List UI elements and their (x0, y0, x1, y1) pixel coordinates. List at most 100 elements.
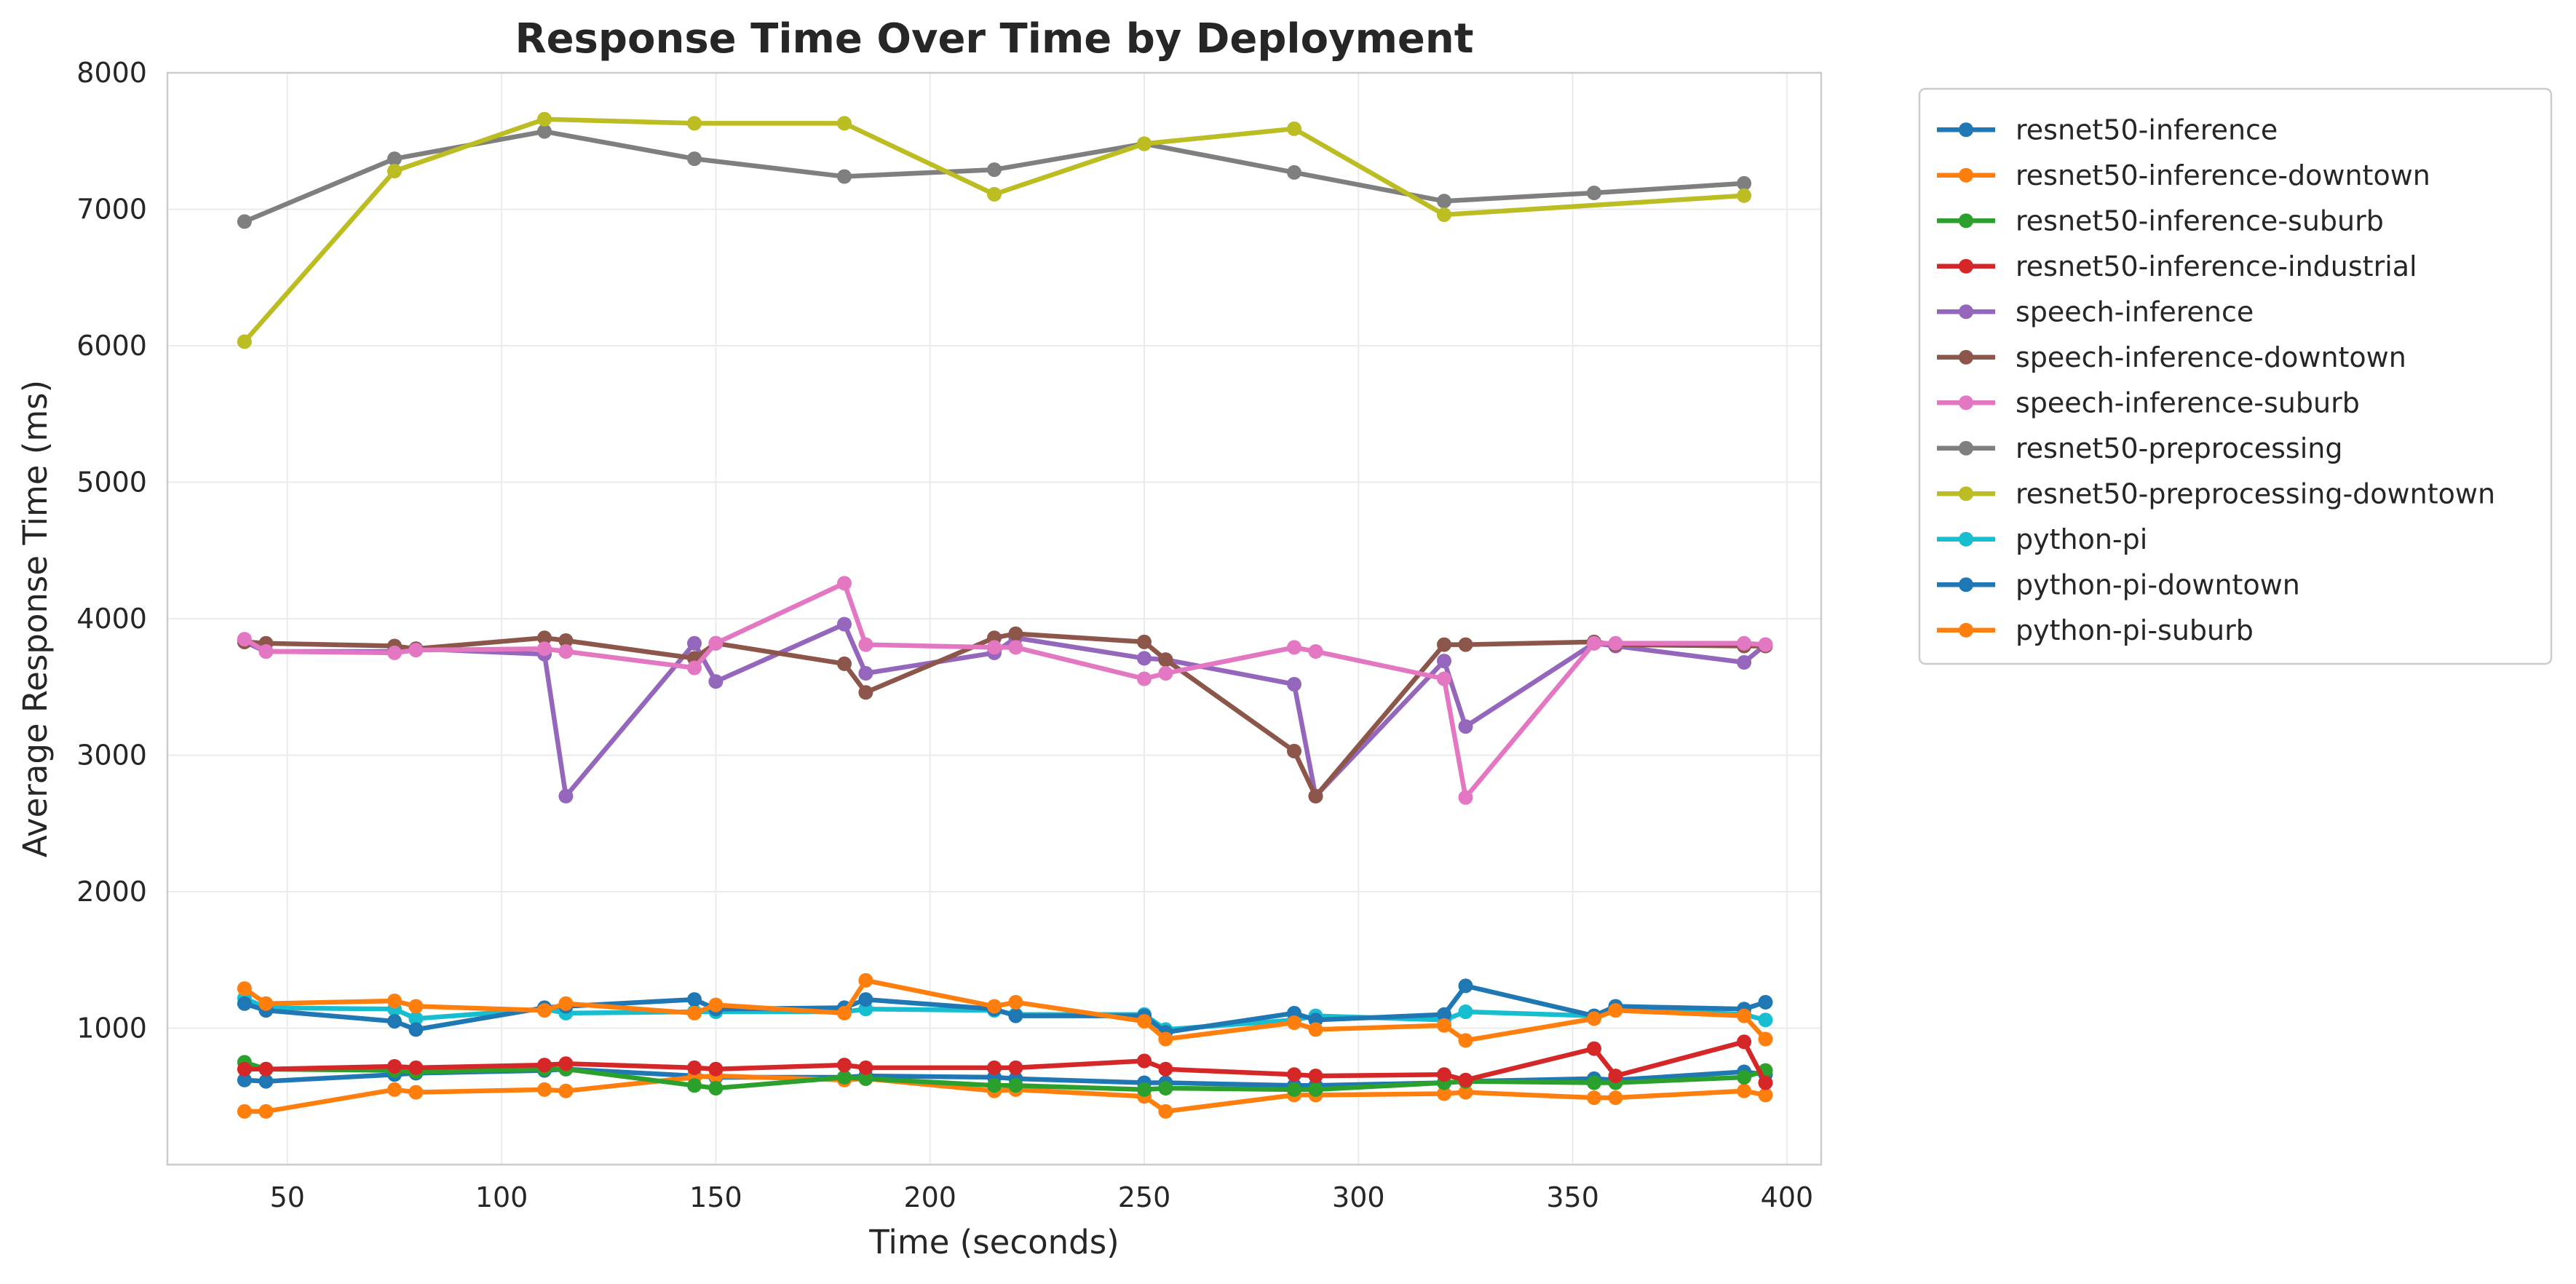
data-point (1587, 635, 1601, 651)
data-point (1458, 719, 1473, 734)
legend-swatch-marker (1959, 622, 1973, 638)
data-point (387, 151, 402, 167)
data-point (537, 641, 552, 657)
x-tick-label: 100 (475, 1181, 528, 1213)
data-point (537, 111, 552, 127)
data-point (837, 1005, 852, 1021)
x-tick-label: 150 (689, 1181, 742, 1213)
x-tick-label: 400 (1761, 1181, 1814, 1213)
series-line (242, 978, 1768, 1043)
legend-item: speech-inference (1937, 296, 2254, 328)
data-point (1287, 1015, 1301, 1030)
data-point (708, 997, 724, 1012)
data-point (258, 1074, 274, 1089)
data-point (1437, 207, 1451, 222)
data-point (1137, 671, 1152, 686)
data-point (1287, 743, 1301, 758)
data-point (687, 635, 702, 651)
data-point (1137, 634, 1152, 649)
data-point (987, 1060, 1002, 1075)
series-line (242, 116, 1747, 344)
data-point (1287, 1082, 1301, 1097)
data-point (1608, 1069, 1623, 1084)
y-tick-label: 5000 (76, 467, 147, 499)
data-point (408, 643, 424, 658)
data-point (687, 1005, 702, 1021)
data-point (387, 645, 402, 660)
data-point (258, 1061, 274, 1077)
data-point (708, 674, 724, 689)
data-point (858, 992, 873, 1007)
data-point (1758, 637, 1773, 652)
data-point (1308, 788, 1323, 804)
data-point (408, 999, 424, 1014)
data-point (687, 1060, 702, 1075)
legend-swatch-marker (1959, 531, 1973, 547)
y-tick-label: 3000 (76, 740, 147, 772)
data-point (237, 1072, 252, 1087)
data-point (1137, 651, 1152, 666)
tick-labels: 50 100 150 200 250 300 350 400 1000 2000 3000 4000 5… (76, 57, 1813, 1213)
data-point (858, 1071, 873, 1086)
data-point (1287, 1067, 1301, 1082)
chart-title: Response Time Over Time by Deployment (515, 15, 1473, 63)
data-point (1737, 1008, 1752, 1023)
data-point (858, 1060, 873, 1075)
legend-swatch-marker (1959, 258, 1973, 274)
plot-frame (166, 71, 1823, 1166)
grid (167, 72, 1821, 1165)
data-point (1287, 165, 1301, 180)
data-point (687, 660, 702, 675)
data-point (837, 576, 852, 591)
legend-label: resnet50-preprocessing (2016, 432, 2342, 464)
legend-label: resnet50-preprocessing-downtown (2016, 477, 2495, 510)
data-point (1437, 1067, 1451, 1082)
data-point (1458, 1004, 1473, 1019)
legend-swatch-marker (1959, 304, 1973, 320)
x-tick-label: 200 (903, 1181, 956, 1213)
series-line (242, 1039, 1768, 1085)
data-point (1437, 654, 1451, 669)
data-point (1608, 635, 1623, 651)
data-point (1008, 994, 1023, 1010)
data-point (1458, 1072, 1473, 1087)
series-line (242, 983, 1768, 1035)
data-point (1587, 1011, 1601, 1026)
data-point (237, 996, 252, 1011)
data-point (1437, 1086, 1451, 1101)
data-point (987, 1078, 1002, 1093)
data-point (987, 640, 1002, 655)
data-point (408, 1022, 424, 1037)
data-point (1608, 1090, 1623, 1106)
y-tick-label: 6000 (76, 330, 147, 362)
data-point (1587, 1075, 1601, 1090)
x-tick-label: 350 (1546, 1181, 1599, 1213)
data-point (1137, 136, 1152, 151)
series-resnet50-preprocessing-downtown (237, 111, 1752, 349)
data-point (1308, 1022, 1323, 1037)
legend-label: python-pi-downtown (2016, 568, 2300, 601)
data-point (537, 124, 552, 139)
data-point (687, 116, 702, 131)
data-point (1158, 1103, 1173, 1119)
legend-swatch-marker (1959, 122, 1973, 138)
legend-item: resnet50-inference-downtown (1937, 159, 2430, 191)
data-point (1308, 1082, 1323, 1097)
data-point (558, 633, 574, 648)
data-point (687, 1078, 702, 1093)
data-point (1308, 1069, 1323, 1084)
data-point (1437, 671, 1451, 686)
data-point (1158, 1061, 1173, 1077)
data-point (558, 1083, 574, 1098)
data-point (1008, 1060, 1023, 1075)
data-point (837, 1070, 852, 1085)
x-tick-label: 50 (270, 1181, 305, 1213)
data-point (1437, 637, 1451, 652)
legend-item: speech-inference-suburb (1937, 387, 2360, 419)
data-point (1458, 1033, 1473, 1048)
legend-item: resnet50-inference-industrial (1937, 250, 2417, 282)
data-point (558, 1056, 574, 1071)
data-point (408, 1085, 424, 1100)
data-point (1758, 1012, 1773, 1028)
